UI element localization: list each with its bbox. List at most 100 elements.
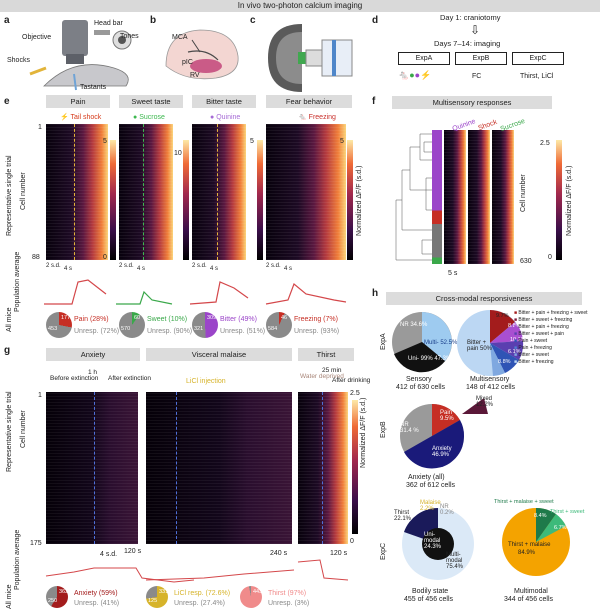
h-expc-s2: 6.7% bbox=[554, 525, 567, 531]
tones-label: Tones bbox=[120, 33, 139, 40]
g-pie-unresp-0: Unresp. (41%) bbox=[74, 600, 120, 607]
h-expa-slice-0: 9.7% bbox=[496, 313, 509, 319]
g-cbar-label: Normalized ΔF/F (s.d.) bbox=[360, 397, 367, 468]
e-scale-sd-4: 2 s.d. bbox=[266, 263, 281, 269]
e-colorbar-3 bbox=[257, 140, 263, 260]
h-expb-nr: NR 31.4 % bbox=[400, 422, 419, 434]
g-heatmap-anxiety bbox=[46, 392, 138, 544]
g-pie-resp-0: Anxiety (59%) bbox=[74, 590, 118, 597]
e-cbar-max-1: 5 bbox=[103, 138, 107, 145]
e-header-bitter: Bitter taste bbox=[192, 95, 256, 108]
e-population-traces bbox=[44, 279, 347, 305]
f-cell-number: Cell number bbox=[520, 174, 527, 212]
pie-count-resp: 46 bbox=[281, 315, 288, 321]
pie-count-resp: 60 bbox=[134, 315, 141, 321]
g-t1: 120 s bbox=[124, 548, 142, 555]
h-expa-sensory-pie bbox=[392, 312, 452, 373]
g-pie-resp-1: LiCl resp. (72.6%) bbox=[174, 590, 231, 597]
h-expc-uni: Uni- modal 24.3% bbox=[424, 532, 442, 550]
pie-count-resp: 443 bbox=[253, 589, 263, 595]
stim-label-pain: Tail shock bbox=[70, 114, 102, 121]
heatmap-bitter bbox=[192, 124, 246, 260]
brain-illustration bbox=[165, 29, 239, 80]
h-expc-multi: Multi- modal 75.4% bbox=[446, 552, 464, 570]
dendrogram bbox=[395, 133, 432, 261]
e-cell-first: 1 bbox=[38, 124, 42, 131]
responsiveness-pie bbox=[266, 312, 292, 338]
g-gap: 1 h bbox=[88, 369, 98, 376]
panel-a-label: a bbox=[4, 15, 10, 26]
legend-item: ■ Pain + freezing bbox=[514, 345, 552, 351]
h-expc-tm-pct: 84.9% bbox=[518, 550, 536, 556]
e-cbar-min: 0 bbox=[103, 254, 107, 261]
tastants-label: Tastants bbox=[80, 84, 107, 91]
stim-freezing: 🐁 Freezing bbox=[298, 114, 336, 121]
legend-item: ■ Bitter + sweet + pain bbox=[514, 331, 565, 337]
e-cell-number: Cell number bbox=[20, 172, 27, 210]
h-expb-pain: Pain 9.5% bbox=[440, 410, 454, 422]
e-pie-resp-0: Pain (28%) bbox=[74, 316, 109, 323]
g-heatmap-thirst bbox=[298, 392, 348, 544]
pie-count-unresp: 125 bbox=[148, 598, 158, 604]
h-expc-multimodal-n: 344 of 456 cells bbox=[504, 596, 554, 603]
g-t2: 240 s bbox=[270, 550, 288, 557]
timeline-arrow: ⇩ bbox=[470, 23, 481, 37]
h-expc-bodily: Bodily state bbox=[412, 588, 449, 595]
g-pie-resp-2: Thirst (97%) bbox=[268, 590, 307, 597]
panel-e-label: e bbox=[4, 96, 10, 107]
e-pie-unresp-0: Unresp. (72%) bbox=[74, 328, 120, 335]
g-cell-first: 1 bbox=[38, 392, 42, 399]
f-heatmap-shock bbox=[468, 130, 490, 264]
g-colorbar bbox=[352, 400, 358, 534]
h-expb-label: ExpB bbox=[380, 421, 387, 438]
e-all-mice-label: All mice bbox=[6, 307, 13, 332]
h-expa-slice-4: 8.8% bbox=[498, 359, 511, 365]
f-title: Multisensory responses bbox=[392, 96, 552, 109]
pie-count-unresp: 453 bbox=[48, 326, 58, 332]
e-cbar-max-2: 10 bbox=[174, 150, 182, 157]
f-cbar-min: 0 bbox=[548, 254, 552, 261]
mouse-icon: 🐁 bbox=[298, 114, 307, 121]
fc-label: FC bbox=[472, 73, 482, 80]
g-cbar-max: 2.5 bbox=[350, 390, 360, 397]
h-expc-ts: Thirst + sweet bbox=[550, 509, 585, 515]
e-cell-last: 88 bbox=[32, 254, 40, 261]
stim-label-bitter: Quinine bbox=[216, 114, 241, 121]
panel-b-label: b bbox=[150, 15, 157, 26]
g-after-drink: After drinking bbox=[332, 377, 371, 384]
g-after: After extinction bbox=[108, 375, 151, 382]
f-cell-last: 630 bbox=[520, 258, 532, 265]
stim-quinine: ● Quinine bbox=[210, 114, 240, 121]
g-licl: LiCl injection bbox=[186, 378, 226, 385]
g-pie-unresp-1: Unresp. (27.4%) bbox=[174, 600, 225, 607]
responsiveness-pie bbox=[119, 312, 145, 338]
responsiveness-pie bbox=[146, 586, 168, 608]
e-pie-resp-3: Freezing (7%) bbox=[294, 316, 338, 323]
e-scale-sd-3: 2 s.d. bbox=[192, 263, 207, 269]
e-colorbar-1 bbox=[110, 140, 116, 260]
mca-label: MCA bbox=[172, 34, 188, 41]
g-t3: 120 s bbox=[330, 550, 348, 557]
h-expa-multi: Multi- 52.5% bbox=[424, 340, 458, 346]
h-expa-slice-1: 8.8% bbox=[508, 323, 521, 329]
stim-sucrose: ● Sucrose bbox=[133, 114, 165, 121]
g-header-anxiety: Anxiety bbox=[46, 348, 140, 361]
heatmap-fear bbox=[266, 124, 346, 260]
figure-title: In vivo two-photon calcium imaging bbox=[0, 0, 600, 12]
pie-count-resp: 309 bbox=[207, 315, 217, 321]
rv-label: RV bbox=[190, 72, 200, 79]
g-divider-malaise bbox=[176, 392, 177, 544]
drop-icon: ● bbox=[210, 114, 215, 121]
panel-d-label: d bbox=[372, 15, 379, 26]
h-expc-label: ExpC bbox=[380, 542, 387, 560]
e-row-label: Representative single trial bbox=[6, 155, 13, 236]
g-divider-anxiety bbox=[94, 392, 95, 544]
g-before: Before extinction bbox=[50, 375, 99, 382]
stim-label-fear: Freezing bbox=[308, 114, 336, 121]
imaging-days-label: Days 7–14: imaging bbox=[434, 39, 501, 48]
h-expc-tms: Thirst + malaise + sweet bbox=[494, 499, 554, 505]
h-expa-slice-2: 10.1% bbox=[510, 337, 526, 343]
e-scale-time-4: 4 s bbox=[284, 266, 293, 272]
pie-count-resp: 177 bbox=[61, 315, 71, 321]
h-expc-malaise: Malaise 2.2% bbox=[420, 500, 441, 512]
